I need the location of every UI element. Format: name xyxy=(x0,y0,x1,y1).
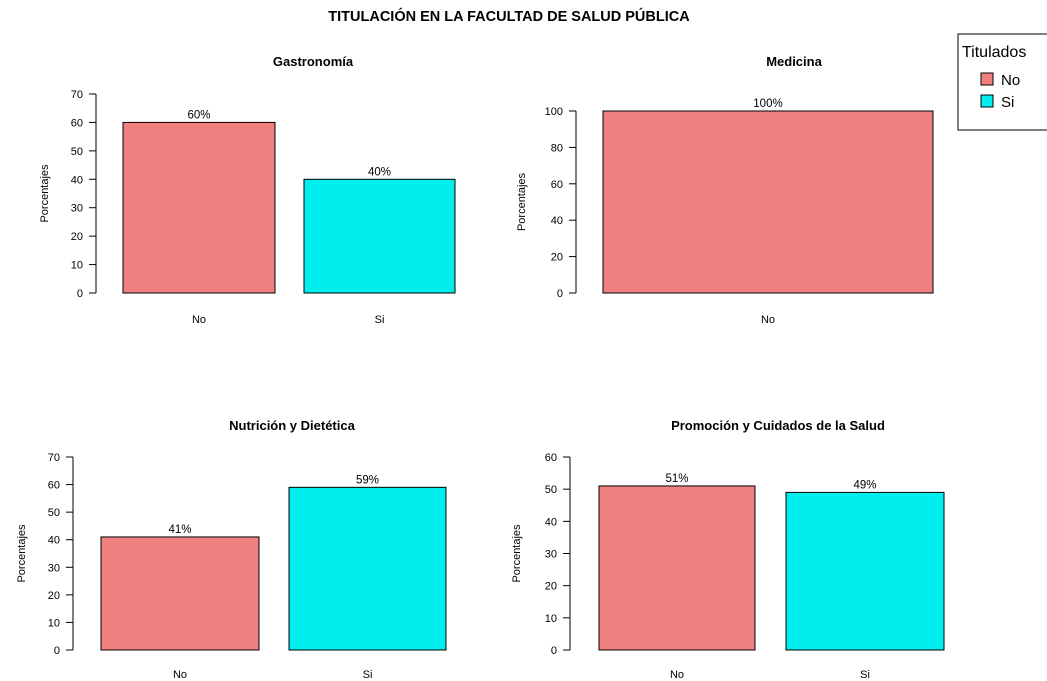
figure-title: TITULACIÓN EN LA FACULTAD DE SALUD PÚBLI… xyxy=(328,7,690,25)
panels-container: Gastronomía 0 10 20 30 40 50 60 70 Porcentajes 60%… xyxy=(16,54,945,681)
x-category-label: No xyxy=(670,669,684,681)
x-category-label: No xyxy=(173,669,187,681)
y-axis-label: Porcentajes xyxy=(516,172,528,231)
y-tick-label: 20 xyxy=(545,581,557,593)
data-label: 100% xyxy=(753,98,782,110)
data-label: 59% xyxy=(356,474,379,486)
y-tick-label: 0 xyxy=(77,288,83,300)
y-tick-label: 10 xyxy=(71,260,83,272)
y-tick-label: 40 xyxy=(71,174,83,186)
y-tick-label: 100 xyxy=(545,106,563,118)
y-tick-label: 60 xyxy=(551,179,563,191)
y-tick-label: 30 xyxy=(71,203,83,215)
y-tick-label: 50 xyxy=(48,507,60,519)
legend: Titulados No Si xyxy=(957,33,1047,131)
x-category-label: Si xyxy=(363,669,373,681)
legend-swatch-no xyxy=(980,72,994,86)
data-label: 51% xyxy=(665,473,688,485)
data-label: 40% xyxy=(368,166,391,178)
bar-si xyxy=(303,178,456,294)
x-category-label: No xyxy=(761,314,775,326)
y-tick-label: 30 xyxy=(48,562,60,574)
y-tick-label: 10 xyxy=(48,617,60,629)
x-category-label: No xyxy=(192,314,206,326)
y-axis-label: Porcentajes xyxy=(39,164,51,223)
x-category-label: Si xyxy=(860,669,870,681)
y-tick-label: 0 xyxy=(551,645,557,657)
panel-title: Gastronomía xyxy=(273,54,354,69)
y-tick-label: 10 xyxy=(545,613,557,625)
y-tick-label: 60 xyxy=(545,452,557,464)
y-tick-label: 40 xyxy=(545,516,557,528)
y-tick-label: 60 xyxy=(71,117,83,129)
legend-swatch-si xyxy=(980,94,994,108)
y-tick-label: 80 xyxy=(551,142,563,154)
panel-gastronomia: Gastronomía 0 10 20 30 40 50 60 70 Porcentajes 60%… xyxy=(39,54,456,326)
y-tick-label: 40 xyxy=(48,535,60,547)
legend-label-no: No xyxy=(1001,72,1020,89)
bar-no xyxy=(598,485,756,651)
y-axis-label: Porcentajes xyxy=(511,524,523,583)
y-axis-label: Porcentajes xyxy=(16,524,28,583)
bar-no xyxy=(602,110,934,294)
data-label: 60% xyxy=(187,109,210,121)
data-label: 49% xyxy=(853,479,876,491)
y-tick-label: 20 xyxy=(71,231,83,243)
bar-no xyxy=(100,536,260,651)
y-tick-label: 70 xyxy=(48,452,60,464)
y-tick-label: 60 xyxy=(48,480,60,492)
panel-promocion-y-cuidados-de-la-salud: Promoción y Cuidados de la Salud 0 10 20 30 4… xyxy=(511,418,945,681)
legend-title: Titulados xyxy=(962,44,1026,61)
legend-label-si: Si xyxy=(1001,94,1014,111)
bar-si xyxy=(288,486,447,651)
y-tick-label: 0 xyxy=(557,288,563,300)
y-tick-label: 70 xyxy=(71,89,83,101)
legend-box xyxy=(957,33,1047,131)
y-tick-label: 30 xyxy=(545,549,557,561)
panel-title: Promoción y Cuidados de la Salud xyxy=(671,418,885,433)
y-tick-label: 0 xyxy=(54,645,60,657)
panel-medicina: Medicina 0 20 40 60 80 100 Porcentajes 100% No xyxy=(516,54,934,326)
panel-title: Medicina xyxy=(766,54,822,69)
bar-si xyxy=(785,491,945,651)
x-category-label: Si xyxy=(375,314,385,326)
panel-title: Nutrición y Dietética xyxy=(229,418,355,433)
y-tick-label: 40 xyxy=(551,215,563,227)
bar-no xyxy=(122,121,276,294)
y-tick-label: 20 xyxy=(551,252,563,264)
panel-nutricion-y-dietetica: Nutrición y Dietética 0 10 20 30 40 50 60 70 Porc… xyxy=(16,418,447,681)
y-tick-label: 50 xyxy=(545,484,557,496)
data-label: 41% xyxy=(168,524,191,536)
y-tick-label: 20 xyxy=(48,590,60,602)
y-tick-label: 50 xyxy=(71,146,83,158)
